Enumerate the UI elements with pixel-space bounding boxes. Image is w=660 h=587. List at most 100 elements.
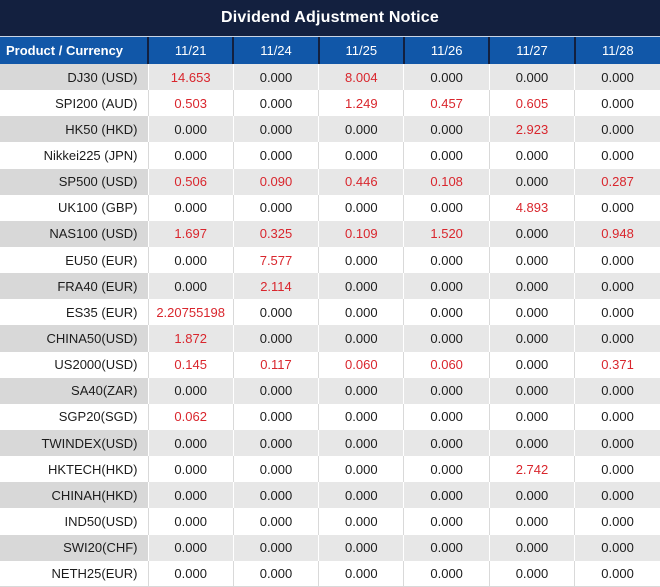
value-cell: 0.000 [403,142,490,169]
value-cell: 0.000 [574,377,660,404]
value-cell: 0.605 [488,90,575,117]
value-cell: 0.000 [574,194,660,221]
value-cell: 0.000 [488,168,575,195]
product-cell: HKTECH(HKD) [0,456,148,483]
value-cell: 0.457 [403,90,490,117]
value-cell: 1.872 [147,325,234,352]
date-column-header: 11/25 [317,37,404,64]
product-cell: SA40(ZAR) [0,377,148,404]
value-cell: 0.000 [488,220,575,247]
value-cell: 0.060 [403,351,490,378]
table-row: TWINDEX(USD) 0.000 0.000 0.000 0.000 0.000 0.0… [0,429,660,457]
value-cell: 0.000 [318,377,404,404]
value-cell: 0.000 [147,534,234,561]
value-cell: 0.000 [574,90,660,117]
table-row: NAS100 (USD) 1.697 0.325 0.109 1.520 0.000 0.9… [0,220,660,247]
value-cell: 0.000 [574,116,660,143]
value-cell: 1.520 [403,220,490,247]
value-cell: 1.697 [147,220,234,247]
dividend-table: Product / Currency 11/21 11/24 11/25 11/26 1… [0,37,660,587]
value-cell: 0.000 [147,560,234,587]
value-cell: 0.000 [574,142,660,169]
value-cell: 0.000 [318,456,404,483]
value-cell: 0.060 [318,351,404,378]
value-cell: 0.000 [574,560,660,587]
value-cell: 0.000 [232,194,319,221]
product-cell: SGP20(SGD) [0,403,148,430]
value-cell: 0.000 [318,142,404,169]
value-cell: 0.000 [147,377,234,404]
value-cell: 0.000 [147,142,234,169]
value-cell: 0.000 [403,456,490,483]
value-cell: 0.000 [232,456,319,483]
value-cell: 0.000 [232,508,319,535]
value-cell: 0.000 [147,508,234,535]
value-cell: 0.000 [232,90,319,117]
date-column-header: 11/24 [232,37,319,64]
value-cell: 0.000 [318,429,404,457]
value-cell: 0.000 [403,429,490,457]
date-column-header: 11/21 [146,37,234,64]
table-row: NETH25(EUR) 0.000 0.000 0.000 0.000 0.000 0.00… [0,560,660,587]
value-cell: 0.446 [318,168,404,195]
table-row: SPI200 (AUD) 0.503 0.000 1.249 0.457 0.605 0.0… [0,90,660,117]
value-cell: 4.893 [488,194,575,221]
value-cell: 0.000 [232,403,319,430]
value-cell: 0.000 [488,273,575,300]
value-cell: 0.000 [488,377,575,404]
value-cell: 0.000 [232,534,319,561]
table-body: DJ30 (USD) 14.653 0.000 8.004 0.000 0.000 0.00… [0,64,660,587]
value-cell: 0.000 [403,534,490,561]
product-currency-header: Product / Currency [0,37,148,64]
product-cell: SP500 (USD) [0,168,148,195]
value-cell: 1.249 [318,90,404,117]
value-cell: 0.000 [232,64,319,91]
page-title: Dividend Adjustment Notice [0,0,660,37]
value-cell: 0.000 [147,246,234,274]
value-cell: 0.000 [147,273,234,300]
value-cell: 2.114 [232,273,319,300]
value-cell: 0.000 [147,429,234,457]
table-row: Nikkei225 (JPN) 0.000 0.000 0.000 0.000 0.000… [0,142,660,169]
table-row: CHINA50(USD) 1.872 0.000 0.000 0.000 0.000 0.0… [0,325,660,352]
value-cell: 0.000 [403,403,490,430]
product-cell: DJ30 (USD) [0,64,148,91]
value-cell: 14.653 [147,64,234,91]
value-cell: 0.000 [574,325,660,352]
value-cell: 0.062 [147,403,234,430]
value-cell: 0.000 [488,403,575,430]
value-cell: 0.000 [232,142,319,169]
table-row: SA40(ZAR) 0.000 0.000 0.000 0.000 0.000 0.000 [0,377,660,404]
value-cell: 0.000 [318,194,404,221]
date-column-header: 11/27 [488,37,575,64]
value-cell: 0.000 [488,325,575,352]
value-cell: 0.000 [232,560,319,587]
table-row: HKTECH(HKD) 0.000 0.000 0.000 0.000 2.742 0.00… [0,456,660,483]
product-cell: EU50 (EUR) [0,246,148,274]
value-cell: 0.000 [403,116,490,143]
value-cell: 8.004 [318,64,404,91]
product-cell: CHINA50(USD) [0,325,148,352]
value-cell: 0.000 [318,246,404,274]
value-cell: 0.000 [574,482,660,509]
table-row: HK50 (HKD) 0.000 0.000 0.000 0.000 2.923 0.000 [0,116,660,143]
value-cell: 0.000 [574,508,660,535]
table-row: ES35 (EUR) 2.20755198 0.000 0.000 0.000 0.000… [0,299,660,326]
value-cell: 0.000 [488,299,575,326]
table-row: US2000(USD) 0.145 0.117 0.060 0.060 0.000 0.37… [0,351,660,378]
value-cell: 0.000 [488,429,575,457]
value-cell: 0.000 [574,429,660,457]
value-cell: 0.000 [318,534,404,561]
value-cell: 0.371 [574,351,660,378]
value-cell: 2.742 [488,456,575,483]
value-cell: 0.000 [403,299,490,326]
table-row: DJ30 (USD) 14.653 0.000 8.004 0.000 0.000 0.00… [0,64,660,91]
value-cell: 0.000 [488,351,575,378]
table-row: SP500 (USD) 0.506 0.090 0.446 0.108 0.000 0.28… [0,168,660,195]
value-cell: 0.000 [318,403,404,430]
product-cell: SPI200 (AUD) [0,90,148,117]
value-cell: 0.117 [232,351,319,378]
value-cell: 0.000 [574,456,660,483]
value-cell: 0.000 [318,116,404,143]
value-cell: 0.948 [574,220,660,247]
